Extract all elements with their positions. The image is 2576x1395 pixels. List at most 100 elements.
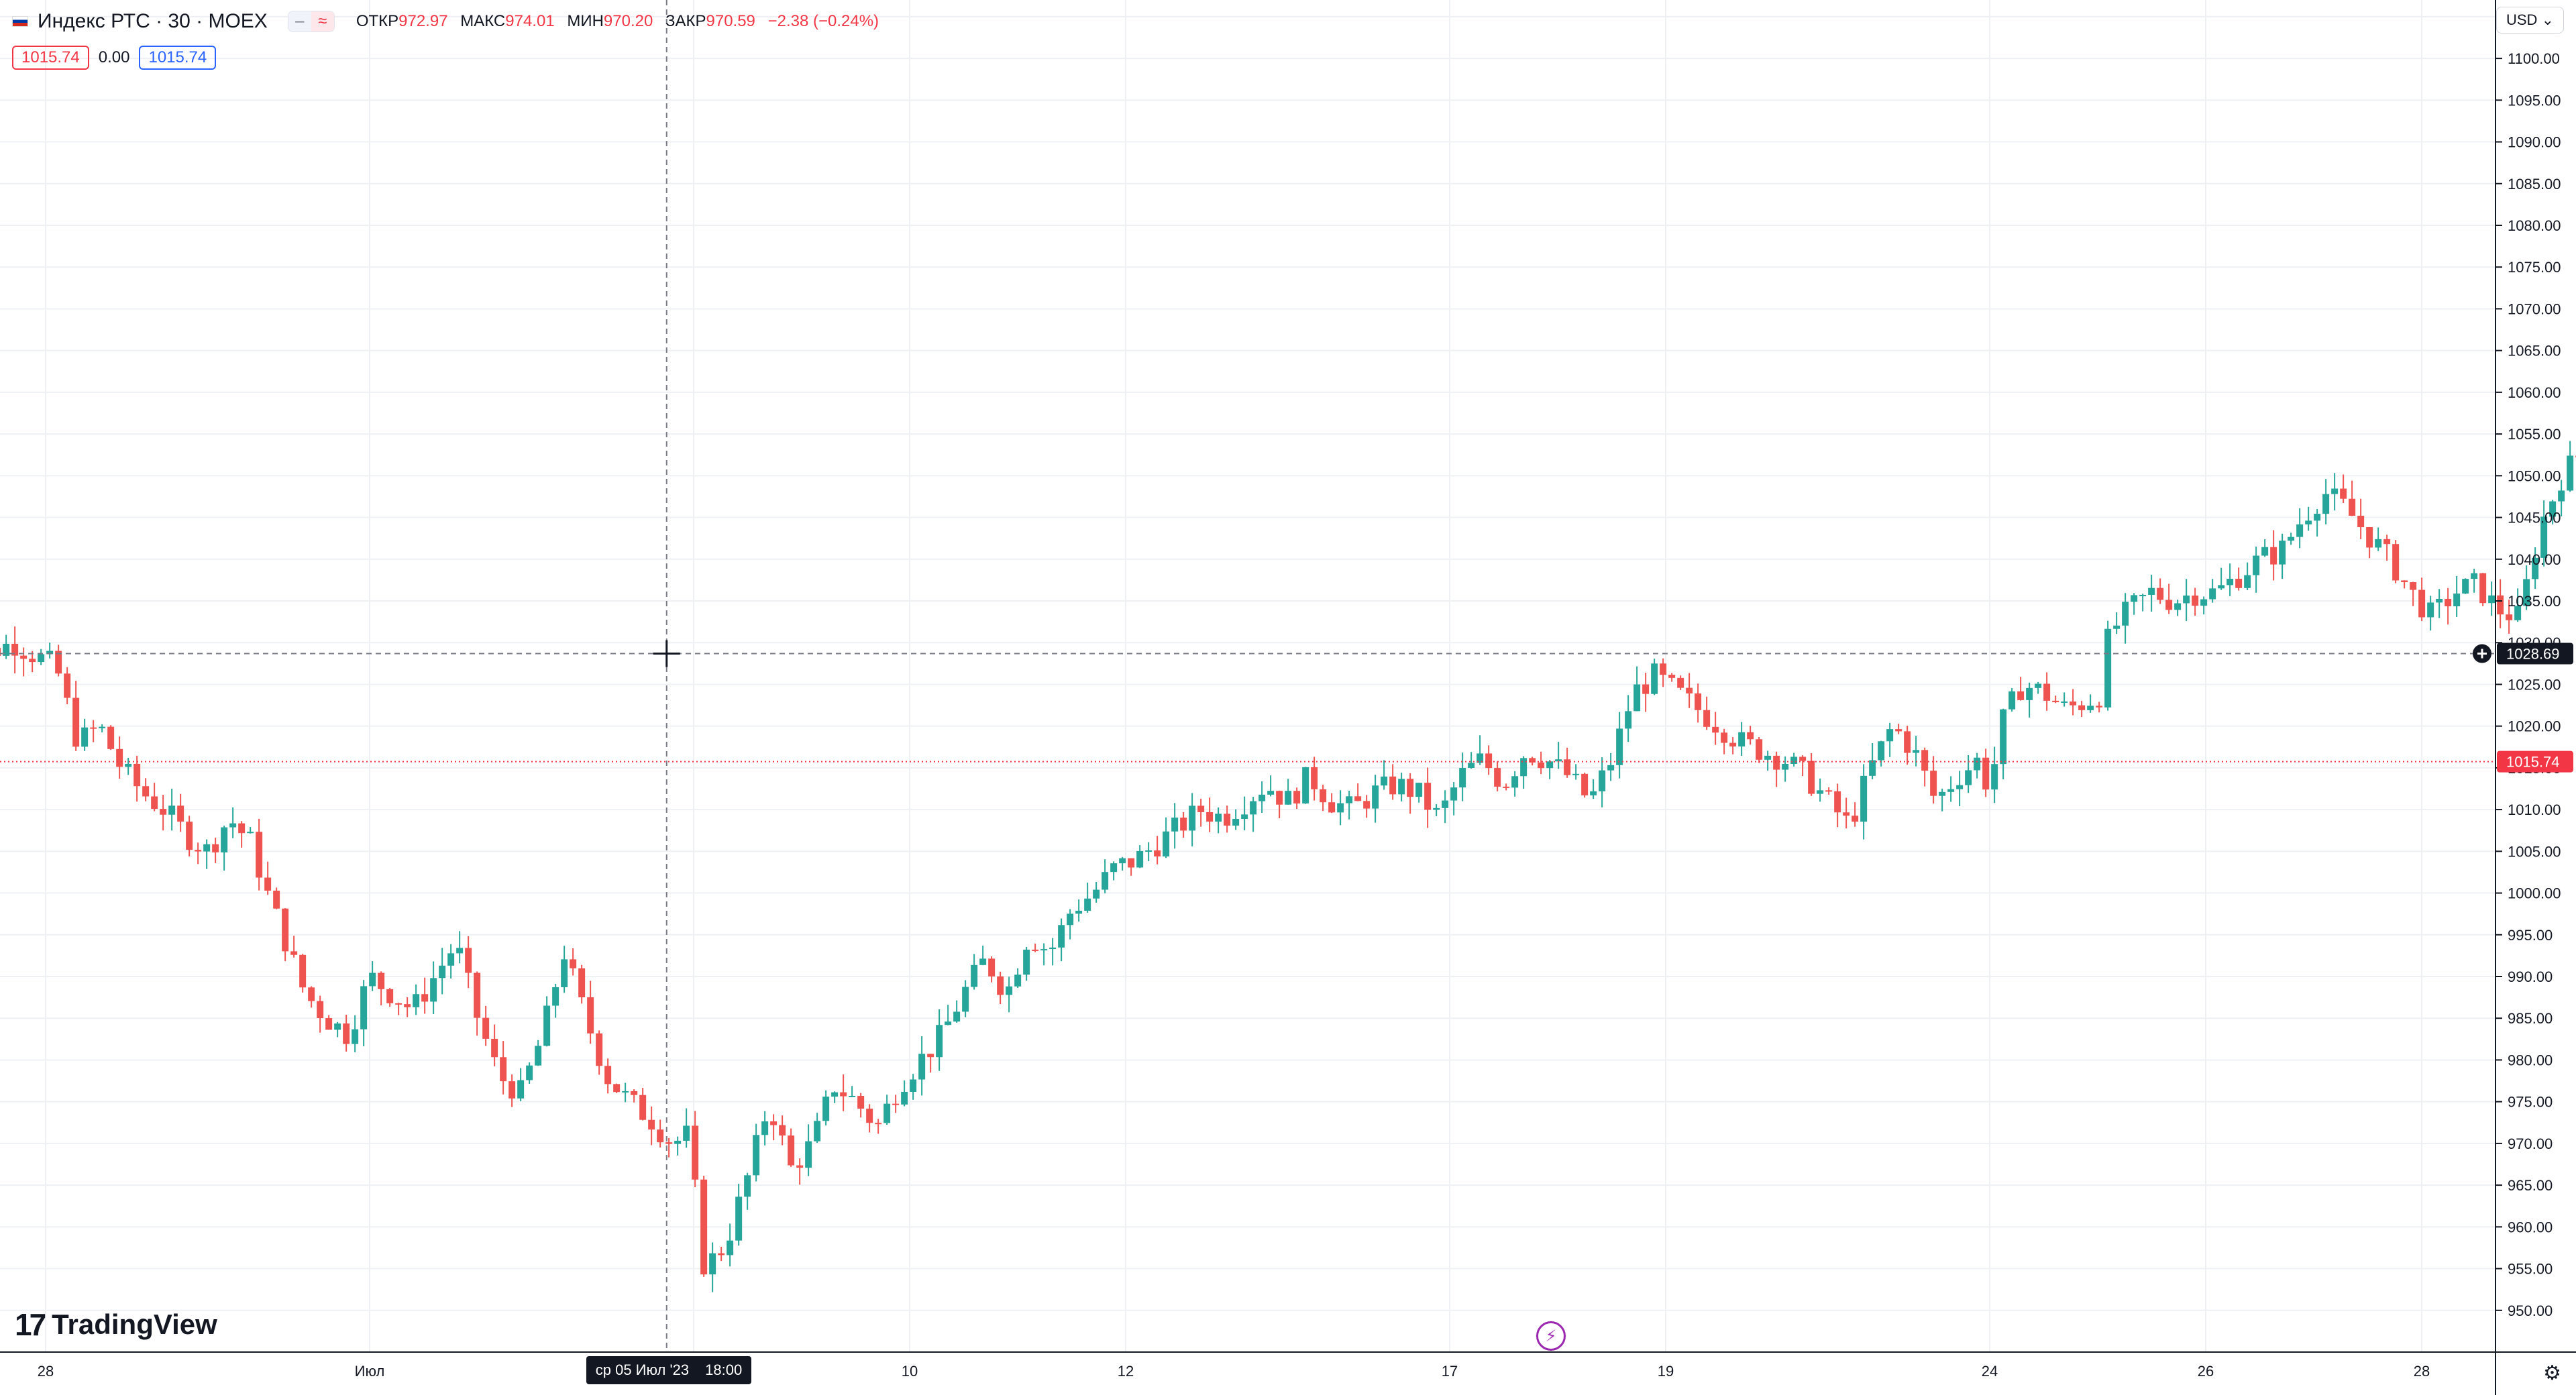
candle-body [1703, 710, 1711, 727]
candle-body [700, 1179, 708, 1275]
candle-body [256, 832, 263, 878]
close-value: 970.59 [706, 12, 755, 30]
gear-icon[interactable]: ⚙ [2543, 1362, 2561, 1384]
candle-body [1023, 949, 1030, 975]
candle-body [604, 1066, 612, 1084]
high-label: МАКС [460, 12, 506, 30]
candle-body [735, 1196, 743, 1241]
candle-body [2052, 700, 2059, 703]
candle-body [38, 654, 45, 663]
candle-body [2514, 606, 2522, 620]
symbol-title[interactable]: Индекс РТС · 30 · MOEX [38, 10, 268, 32]
candle-body [1110, 863, 1118, 873]
candle-body [2218, 585, 2225, 589]
candle-body [1886, 729, 1894, 742]
candle-body [1756, 739, 1763, 760]
y-tick-label: 1045.00 [2508, 510, 2561, 526]
candle-body [1538, 762, 1545, 769]
y-tick-label: 1035.00 [2508, 593, 2561, 610]
event-lightning-icon[interactable]: ⚡ [1536, 1321, 1566, 1351]
candle-body [1128, 858, 1135, 868]
candle-body [2418, 590, 2426, 618]
change-value: −2.38 (−0.24%) [767, 12, 879, 30]
candle-body [849, 1095, 856, 1097]
candle-body [1520, 758, 1527, 777]
y-tick-label: 1010.00 [2508, 801, 2561, 818]
candle-body [1206, 812, 1214, 822]
candle-body [308, 987, 315, 1001]
wave-icon[interactable]: ≈ [311, 11, 334, 32]
y-tick-label: 1095.00 [2508, 92, 2561, 109]
candle-body [962, 987, 969, 1012]
tradingview-logo[interactable]: 17 TradingView [15, 1306, 217, 1343]
candle-body [2026, 687, 2033, 700]
candle-body [264, 877, 272, 891]
candle-body [1965, 770, 1972, 785]
candle-body [334, 1023, 341, 1030]
candle-body [404, 1004, 411, 1007]
candle-body [1215, 814, 1222, 822]
candle-body [160, 809, 167, 815]
candle-body [1642, 684, 1650, 694]
crosshair-price-tag-text: 1028.69 [2506, 646, 2560, 663]
candle-body [2349, 498, 2356, 516]
candle-body [1468, 763, 1475, 769]
candle-body [2322, 494, 2330, 514]
crosshair-date-tag: ср 05 Июл '23 18:00 [586, 1356, 752, 1384]
candle-body [1084, 898, 1091, 911]
candle-body [517, 1080, 525, 1099]
candle-body [822, 1097, 830, 1121]
candle-body [2305, 520, 2312, 524]
x-tick-label: Июл [355, 1363, 385, 1380]
candle-body [203, 844, 211, 852]
candle-body [2462, 579, 2469, 594]
candle-body [692, 1125, 699, 1180]
high-value: 974.01 [505, 12, 555, 30]
time-axis[interactable]: 28Июл510121719242628Авг379141621232830 [0, 1351, 2576, 1380]
candle-body [1913, 750, 1920, 753]
currency-select[interactable]: USD ⌄ [2496, 7, 2564, 34]
legend-toggle[interactable]: – ≈ [287, 11, 335, 32]
candle-body [343, 1023, 350, 1044]
candle-body [674, 1140, 682, 1144]
candle-body [64, 673, 71, 698]
x-tick-label: 10 [902, 1363, 918, 1380]
candle-body [918, 1054, 926, 1080]
candle-body [1668, 675, 1676, 678]
y-tick-label: 1055.00 [2508, 426, 2561, 443]
candle-body [979, 958, 987, 965]
candle-body [1616, 728, 1623, 765]
candle-body [386, 989, 394, 1003]
y-tick-label: 1025.00 [2508, 676, 2561, 693]
candle-body [1860, 775, 1868, 822]
candle-body [543, 1005, 551, 1046]
candle-body [2165, 600, 2173, 610]
crosshair-plus-icon[interactable] [2473, 644, 2491, 663]
candle-body [465, 948, 472, 973]
candle-body [2296, 524, 2304, 537]
hide-icon[interactable]: – [288, 11, 311, 32]
candle-body [1633, 684, 1641, 712]
sell-button[interactable]: 1015.74 [12, 46, 89, 70]
candle-body [1232, 818, 1240, 826]
candle-body [1808, 761, 1815, 794]
symbol-legend: Индекс РТС · 30 · MOEX – ≈ ОТКР972.97 МА… [12, 7, 887, 36]
low-value: 970.20 [603, 12, 653, 30]
candle-body [1625, 711, 1632, 729]
candle-body [1878, 741, 1885, 761]
y-tick-label: 960.00 [2508, 1219, 2553, 1235]
candle-body [2427, 602, 2434, 618]
candle-body [212, 844, 219, 852]
candle-body [971, 964, 978, 987]
candle-body [2549, 501, 2557, 517]
candle-body [360, 986, 368, 1029]
quote-box: 1015.74 0.00 1015.74 [12, 44, 217, 71]
buy-button[interactable]: 1015.74 [139, 46, 217, 70]
candle-body [2096, 706, 2103, 708]
candle-body [1695, 693, 1702, 710]
candle-body [1407, 779, 1414, 797]
candle-body [125, 763, 132, 767]
candle-body [1154, 850, 1161, 857]
candle-body [1485, 753, 1493, 769]
